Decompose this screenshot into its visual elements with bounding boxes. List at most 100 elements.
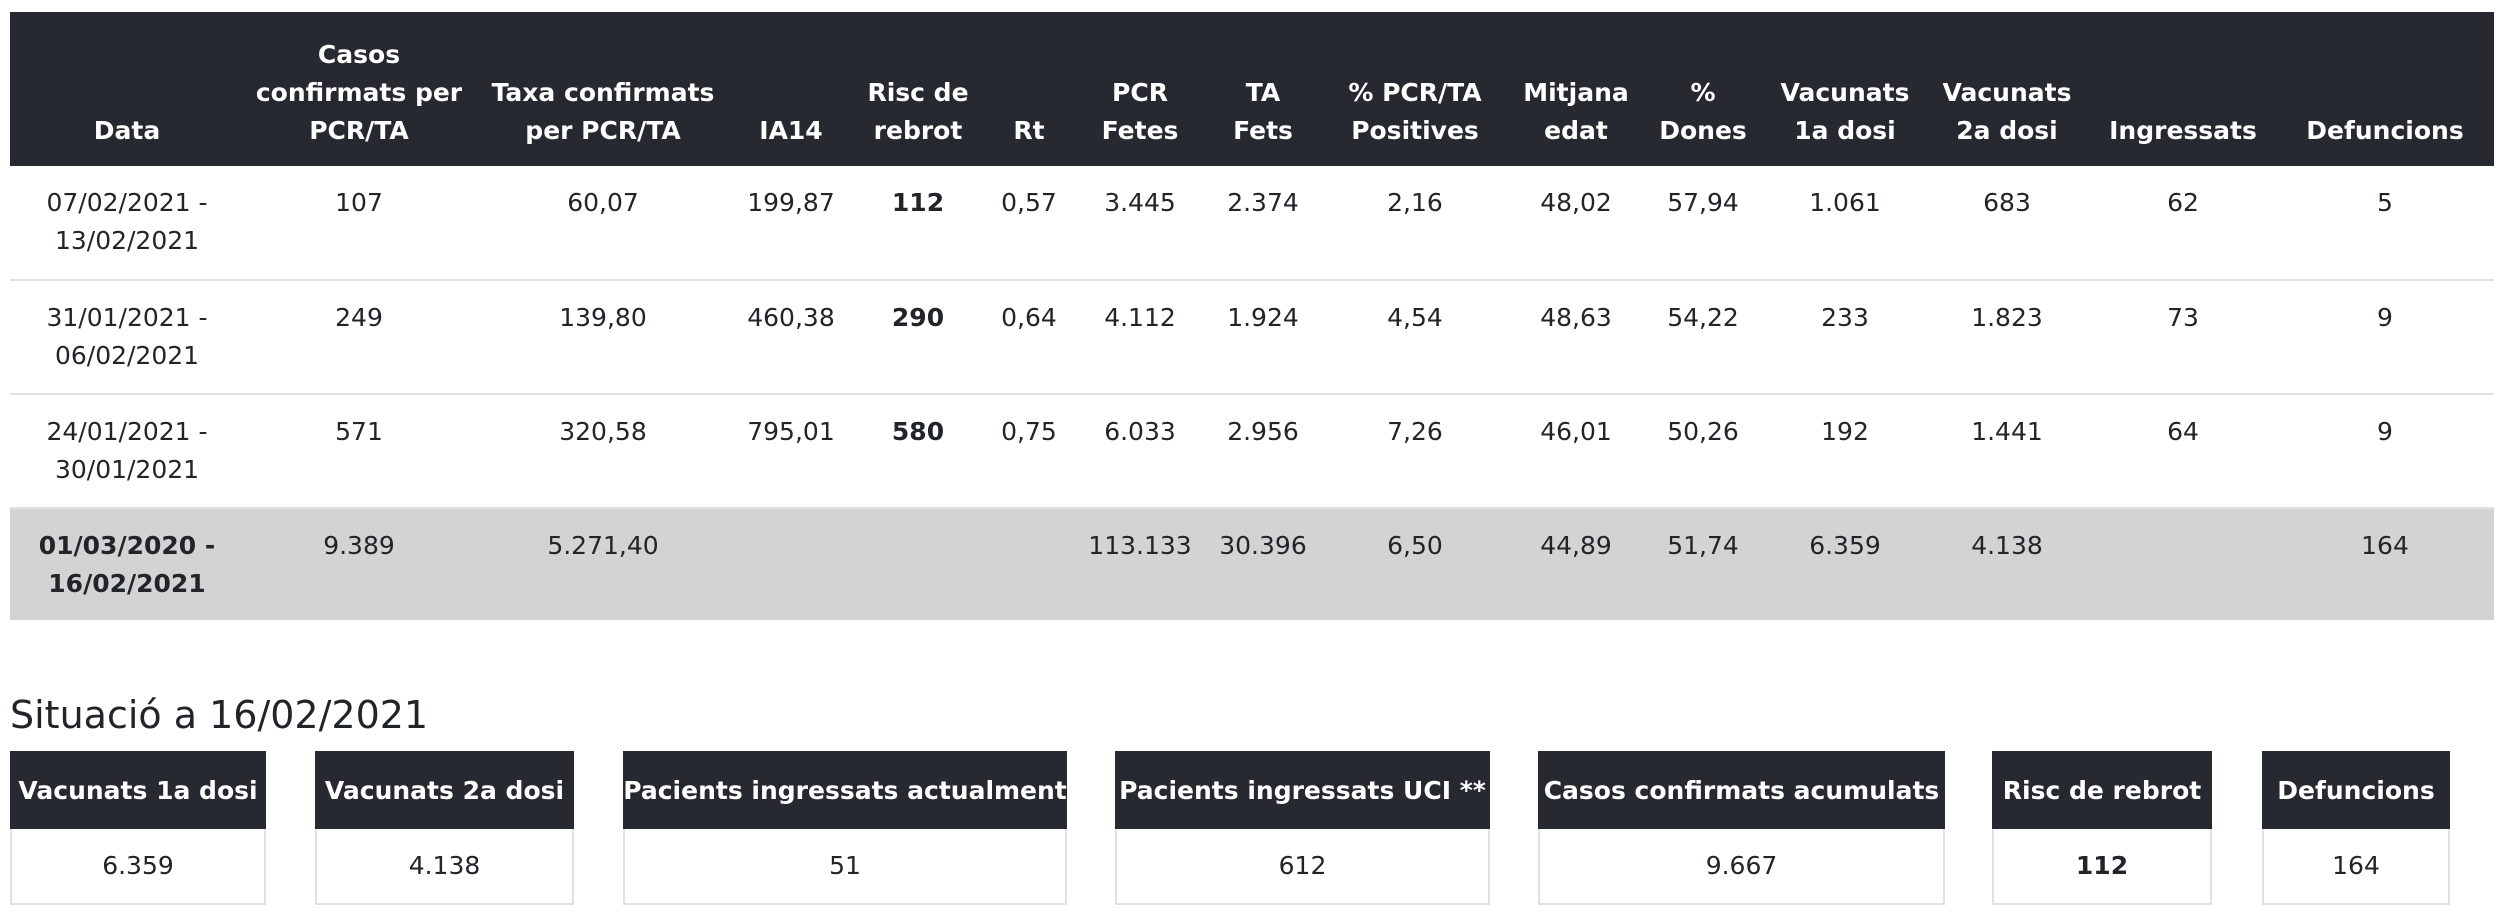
- table-cell: 48,63: [1540, 303, 1612, 332]
- table-cell: 7,26: [1387, 417, 1443, 446]
- date-cell: 07/02/2021 - 13/02/2021: [46, 188, 208, 255]
- table-cell: 139,80: [559, 303, 647, 332]
- col-header-positives: % PCR/TA Positives: [1348, 78, 1482, 145]
- table-cell: 3.445: [1104, 188, 1176, 217]
- table-cell: 683: [1983, 188, 2031, 217]
- card-value: 612: [1278, 850, 1327, 880]
- col-header-ta: TA Fets: [1233, 78, 1293, 145]
- table-cell: 57,94: [1667, 188, 1739, 217]
- table-cell: 1.823: [1971, 303, 2043, 332]
- table-cell: 199,87: [747, 188, 835, 217]
- table-cell: 2.374: [1227, 188, 1299, 217]
- col-header-dones: % Dones: [1659, 78, 1747, 145]
- table-cell: 73: [2167, 303, 2199, 332]
- total-cell: [2090, 508, 2276, 620]
- col-header-defuncions: Defuncions: [2306, 116, 2464, 145]
- risk-cell: 112: [891, 188, 945, 217]
- table-cell: 48,02: [1540, 188, 1612, 217]
- table-cell: 1.924: [1227, 303, 1299, 332]
- table-cell: 0,64: [1001, 303, 1057, 332]
- col-header-edat: Mitjana edat: [1523, 78, 1629, 145]
- col-header-vac1: Vacunats 1a dosi: [1780, 78, 1910, 145]
- table-row: 07/02/2021 - 13/02/2021 107 60,07 199,87…: [10, 166, 2494, 280]
- total-cell: 5.271,40: [547, 531, 659, 560]
- table-cell: 1.061: [1809, 188, 1881, 217]
- col-header-taxa: Taxa confirmats per PCR/TA: [491, 78, 715, 145]
- table-row: 24/01/2021 - 30/01/2021 571 320,58 795,0…: [10, 394, 2494, 508]
- card-vacunats-1a: Vacunats 1a dosi 6.359: [10, 751, 266, 905]
- card-label: Defuncions: [2262, 751, 2450, 829]
- table-cell: 0,57: [1001, 188, 1057, 217]
- table-cell: 1.441: [1971, 417, 2043, 446]
- table-cell: 60,07: [567, 188, 639, 217]
- table-cell: 9: [2377, 417, 2393, 446]
- risk-cell: 290: [891, 303, 945, 332]
- card-pacients-ingressats: Pacients ingressats actualment 51: [623, 751, 1067, 905]
- table-cell: 2.956: [1227, 417, 1299, 446]
- card-label: Casos confirmats acumulats: [1538, 751, 1945, 829]
- table-cell: 233: [1821, 303, 1869, 332]
- table-cell: 6.033: [1104, 417, 1176, 446]
- table-cell: 2,16: [1387, 188, 1443, 217]
- col-header-data: Data: [93, 116, 161, 145]
- card-value: 164: [2332, 850, 2380, 880]
- total-cell: 4.138: [1971, 531, 2043, 560]
- card-vacunats-2a: Vacunats 2a dosi 4.138: [315, 751, 574, 905]
- table-cell: 4,54: [1387, 303, 1443, 332]
- risk-cell: 580: [891, 417, 945, 446]
- total-cell: 6,50: [1387, 531, 1443, 560]
- total-cell: 44,89: [1540, 531, 1612, 560]
- table-header-row: Data Casos confirmats per PCR/TA Taxa co…: [10, 12, 2494, 166]
- situation-title: Situació a 16/02/2021: [10, 693, 429, 737]
- card-value: 9.667: [1705, 850, 1778, 880]
- table-cell: 5: [2377, 188, 2393, 217]
- table-cell: 64: [2167, 417, 2199, 446]
- total-date-cell: 01/03/2020 - 16/02/2021: [38, 531, 216, 598]
- table-cell: 460,38: [747, 303, 835, 332]
- card-value: 4.138: [408, 850, 481, 880]
- table-cell: 46,01: [1540, 417, 1612, 446]
- table-cell: 54,22: [1667, 303, 1739, 332]
- col-header-risc: Risc de rebrot: [867, 78, 969, 145]
- total-cell: 6.359: [1809, 531, 1881, 560]
- table-cell: 0,75: [1001, 417, 1057, 446]
- table-cell: 320,58: [559, 417, 647, 446]
- total-cell: 113.133: [1088, 531, 1192, 560]
- card-value: 112: [2075, 850, 2129, 880]
- col-header-casos: Casos confirmats per PCR/TA: [255, 40, 463, 145]
- total-cell: 51,74: [1667, 531, 1739, 560]
- card-label: Vacunats 2a dosi: [315, 751, 574, 829]
- card-risc-rebrot: Risc de rebrot 112: [1992, 751, 2212, 905]
- card-pacients-uci: Pacients ingressats UCI ** 612: [1115, 751, 1490, 905]
- table-row: 31/01/2021 - 06/02/2021 249 139,80 460,3…: [10, 280, 2494, 394]
- table-cell: 9: [2377, 303, 2393, 332]
- table-cell: 249: [335, 303, 383, 332]
- total-cell: [850, 508, 986, 620]
- col-header-vac2: Vacunats 2a dosi: [1942, 78, 2072, 145]
- total-cell: 9.389: [323, 531, 395, 560]
- table-cell: 192: [1821, 417, 1869, 446]
- table-cell: 795,01: [747, 417, 835, 446]
- table-cell: 50,26: [1667, 417, 1739, 446]
- date-cell: 24/01/2021 - 30/01/2021: [46, 417, 208, 484]
- col-header-ia14: IA14: [759, 116, 823, 145]
- table-cell: 4.112: [1104, 303, 1176, 332]
- table-cell: 571: [335, 417, 383, 446]
- card-label: Vacunats 1a dosi: [10, 751, 266, 829]
- total-cell: 30.396: [1219, 531, 1307, 560]
- date-cell: 31/01/2021 - 06/02/2021: [46, 303, 208, 370]
- card-casos-acumulats: Casos confirmats acumulats 9.667: [1538, 751, 1945, 905]
- card-value: 6.359: [102, 850, 174, 880]
- card-label: Risc de rebrot: [1992, 751, 2212, 829]
- card-label: Pacients ingressats actualment: [623, 751, 1067, 829]
- col-header-pcr: PCR Fetes: [1101, 78, 1179, 145]
- total-row: 01/03/2020 - 16/02/2021 9.389 5.271,40 1…: [10, 508, 2494, 620]
- table-cell: 107: [335, 188, 383, 217]
- card-label: Pacients ingressats UCI **: [1115, 751, 1490, 829]
- weekly-data-table: Data Casos confirmats per PCR/TA Taxa co…: [10, 12, 2494, 620]
- col-header-rt: Rt: [1013, 116, 1045, 145]
- card-value: 51: [829, 850, 861, 880]
- total-cell: [732, 508, 850, 620]
- total-cell: 164: [2361, 531, 2409, 560]
- table-cell: 62: [2167, 188, 2199, 217]
